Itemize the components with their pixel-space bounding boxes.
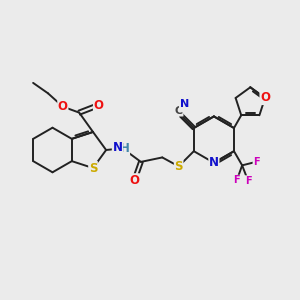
Text: O: O [94, 99, 103, 112]
Text: O: O [129, 174, 140, 187]
Text: S: S [89, 161, 97, 175]
Text: S: S [174, 160, 183, 173]
Text: N: N [209, 156, 219, 169]
Text: C: C [175, 106, 183, 116]
Text: F: F [253, 157, 260, 167]
Text: F: F [245, 176, 251, 186]
Text: O: O [260, 92, 270, 104]
Text: H: H [120, 142, 130, 155]
Text: F: F [233, 175, 240, 185]
Text: N: N [180, 99, 189, 109]
Text: O: O [58, 100, 68, 113]
Text: N: N [112, 141, 122, 154]
